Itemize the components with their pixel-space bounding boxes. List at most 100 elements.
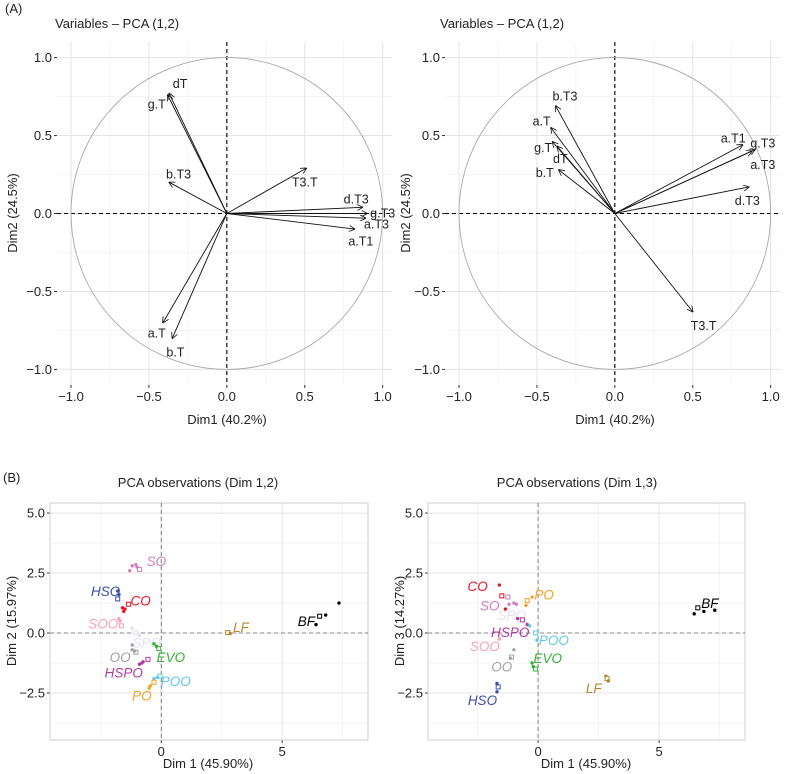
group-label: HSPO xyxy=(491,625,530,640)
data-point-mean xyxy=(145,656,151,662)
chart-panel-3: 0 5 −2.5 0.0 2.5 5.0 PCA observations (Dim 1,2… xyxy=(4,475,369,771)
data-point xyxy=(527,624,532,628)
group-label: EVO xyxy=(157,650,186,665)
x-tick-label: −0.5 xyxy=(524,389,550,404)
data-point xyxy=(141,660,145,664)
data-point-mean xyxy=(519,617,525,623)
y-tick-label: −0.5 xyxy=(414,284,440,299)
vector-arrow-b.T3 xyxy=(556,106,616,214)
vector-arrow-a.T xyxy=(163,213,228,323)
data-point xyxy=(495,681,499,686)
group-CO: CO xyxy=(467,579,508,611)
data-point xyxy=(535,638,539,642)
data-point xyxy=(530,595,534,599)
chart-title: Variables – PCA (1,2) xyxy=(440,16,564,31)
group-CO: CO xyxy=(120,594,151,614)
group-HSO: HSO xyxy=(468,681,501,708)
x-axis-title: Dim1 (40.2%) xyxy=(187,412,266,427)
data-point xyxy=(130,643,134,647)
data-point xyxy=(147,686,151,690)
group-BF: BF xyxy=(692,596,719,616)
chart-title: PCA observations (Dim 1,3) xyxy=(497,475,657,490)
data-point-mean xyxy=(133,630,139,636)
y-tick-label: 0.0 xyxy=(34,206,52,221)
group-EVO: EVO xyxy=(530,651,563,672)
y-tick-label: 0.0 xyxy=(422,206,440,221)
x-tick-label: 0.5 xyxy=(296,389,314,404)
chart-title: PCA observations (Dim 1,2) xyxy=(118,475,278,490)
vector-label: a.T xyxy=(148,327,166,341)
group-label: HSO xyxy=(91,584,121,599)
data-point xyxy=(512,601,516,605)
data-point xyxy=(713,608,717,612)
group-HSPO: HSPO xyxy=(105,656,151,681)
vector-label: dT xyxy=(173,77,188,91)
chart-panel-4: 0 5 −2.5 0.0 2.5 5.0 PCA observations (Dim 1,3… xyxy=(392,475,746,771)
correlation-circle xyxy=(458,57,772,370)
data-point-mean xyxy=(136,566,142,572)
vector-label: a.T xyxy=(533,115,551,129)
data-point xyxy=(117,592,121,597)
group-label: BF xyxy=(701,596,719,611)
group-POO: POO xyxy=(527,624,569,648)
x-tick-label: −0.5 xyxy=(136,389,162,404)
x-tick-label: 1.0 xyxy=(374,389,392,404)
y-tick-label: 0.5 xyxy=(34,128,52,143)
x-tick-label: 0 xyxy=(534,744,541,759)
vector-label: d.T3 xyxy=(735,194,760,208)
x-axis-title: Dim 1 (45.90%) xyxy=(541,756,631,771)
group-HSPO: HSPO xyxy=(491,616,530,640)
data-point xyxy=(530,661,534,665)
data-point-mean xyxy=(126,601,132,607)
y-tick-label: 1.0 xyxy=(34,50,52,65)
data-point xyxy=(702,609,706,614)
vector-arrow-d.T3 xyxy=(226,207,363,214)
data-point xyxy=(606,679,610,683)
data-point xyxy=(155,675,160,680)
group-label: OO xyxy=(110,650,132,665)
group-label: POO xyxy=(161,674,192,689)
data-point-mean xyxy=(317,613,323,619)
x-tick-label: 0.5 xyxy=(684,389,702,404)
x-tick-label: 5 xyxy=(655,744,662,759)
x-tick-label: −1.0 xyxy=(446,389,472,404)
data-point-mean xyxy=(505,594,511,600)
panel-border xyxy=(427,502,746,741)
panel-label-a: (A) xyxy=(5,1,22,16)
data-point xyxy=(123,607,127,611)
group-label: CO xyxy=(467,579,488,594)
vector-arrow-a.T3 xyxy=(614,151,752,214)
data-point xyxy=(508,656,512,660)
y-tick-label: −1.0 xyxy=(414,362,440,377)
data-point-mean xyxy=(156,646,162,652)
data-point xyxy=(135,565,139,569)
data-point xyxy=(531,664,535,669)
vector-arrow-b.T xyxy=(172,213,228,339)
data-point xyxy=(515,616,520,621)
data-point-mean xyxy=(524,598,530,604)
group-label: LF xyxy=(233,620,250,635)
data-point xyxy=(130,626,134,630)
vector-label: dT xyxy=(553,152,568,166)
group-SO: SO xyxy=(480,594,519,613)
vector-label: b.T3 xyxy=(166,168,191,182)
chart-title: Variables – PCA (1,2) xyxy=(55,16,179,31)
group-label: OO xyxy=(491,660,513,675)
vector-label: a.T1 xyxy=(721,132,746,146)
chart-panel-2: −1.0 −0.5 0.0 0.5 1.0 −1.0 −0.5 0.0 0.5 1.0 Variab… xyxy=(398,16,780,427)
group-label: SOO xyxy=(88,616,119,631)
data-point-mean xyxy=(533,630,539,636)
group-label: BF xyxy=(298,614,316,629)
y-tick-label: −2.5 xyxy=(19,685,45,700)
data-point xyxy=(495,690,499,694)
data-point xyxy=(323,613,328,617)
group-label: EVO xyxy=(534,651,563,666)
data-point xyxy=(152,642,156,646)
data-point xyxy=(524,603,528,608)
group-label: HSPO xyxy=(105,666,144,681)
data-point-mean xyxy=(495,684,501,690)
vector-label: d.T3 xyxy=(344,192,369,206)
vector-arrow-a.T xyxy=(551,128,616,214)
x-axis-title: Dim1 (40.2%) xyxy=(575,412,654,427)
